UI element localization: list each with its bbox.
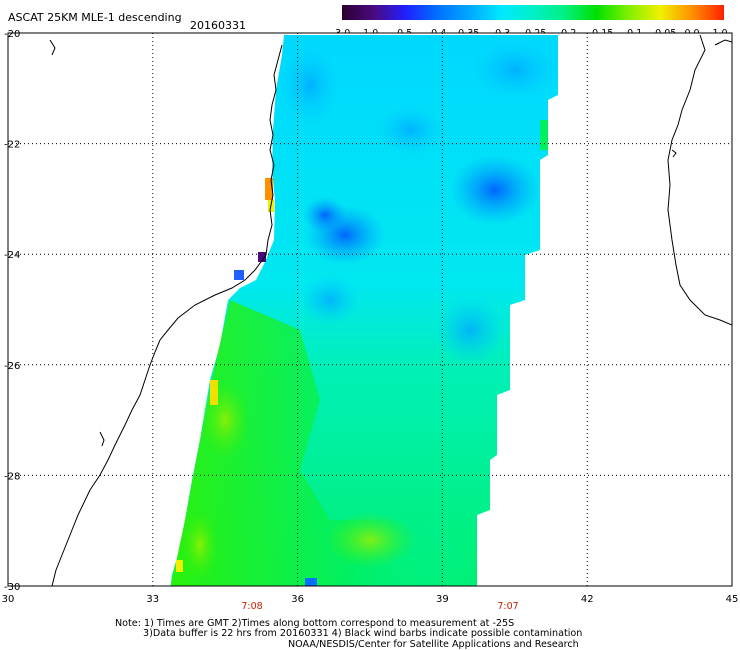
latitude-label: -30 (4, 582, 20, 593)
longitude-label: 45 (726, 594, 739, 605)
longitude-labels: 30 33 36 39 42 45 (2, 594, 739, 605)
longitude-label: 42 (581, 594, 594, 605)
latitude-label: -26 (4, 361, 20, 372)
wind-swath (170, 35, 560, 586)
coastline (49, 34, 732, 586)
longitude-label: 30 (2, 594, 15, 605)
longitude-label: 36 (291, 594, 304, 605)
map-area (8, 33, 732, 586)
latitude-label: -22 (4, 140, 20, 151)
pass-time-label: 7:08 (241, 601, 262, 612)
pass-time-labels: 7:08 7:07 (241, 601, 518, 612)
map-date: 20160331 (190, 19, 246, 32)
graticule (8, 33, 732, 586)
latitude-label: -20 (4, 29, 20, 40)
latitude-labels: -20 -22 -24 -26 -28 -30 (4, 29, 20, 593)
map-title: ASCAT 25KM MLE-1 descending (8, 11, 182, 24)
footer-note-line2: 3)Data buffer is 22 hrs from 20160331 4)… (143, 628, 582, 639)
footer-note-line1: Note: 1) Times are GMT 2)Times along bot… (115, 618, 514, 629)
footer-credit: NOAA/NESDIS/Center for Satellite Applica… (288, 639, 579, 650)
pass-time-label: 7:07 (497, 601, 518, 612)
colorbar-ramp (342, 5, 724, 20)
map-frame (7, 32, 733, 587)
latitude-label: -28 (4, 471, 20, 482)
latitude-label: -24 (4, 250, 20, 261)
longitude-label: 33 (146, 594, 159, 605)
longitude-label: 39 (436, 594, 449, 605)
